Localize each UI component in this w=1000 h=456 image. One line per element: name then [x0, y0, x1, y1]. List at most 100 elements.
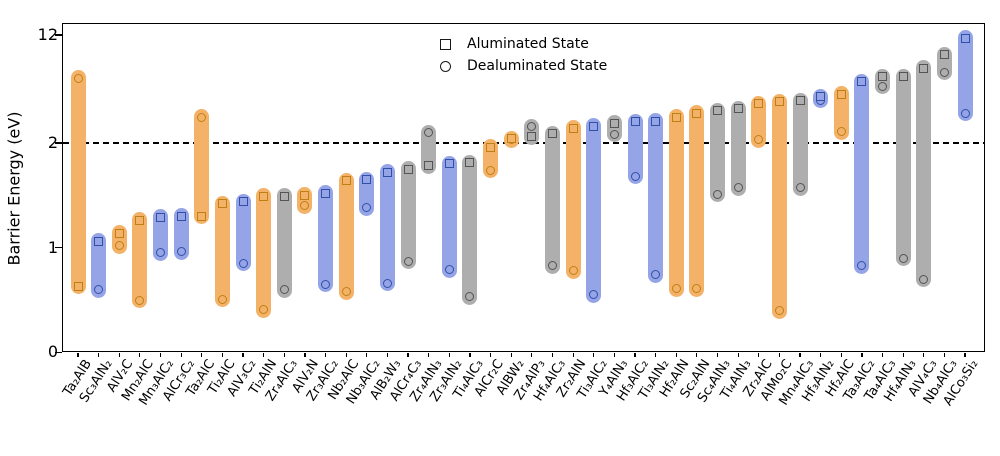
x-tick: [201, 352, 203, 357]
aluminated-marker: [135, 215, 145, 225]
aluminated-marker: [692, 108, 702, 118]
dealuminated-marker: [713, 189, 723, 199]
y-tick: [55, 247, 62, 249]
square-marker-icon: [440, 38, 451, 50]
dealuminated-marker: [795, 183, 805, 193]
y-tick-label: 2: [47, 133, 58, 152]
legend-row-aluminated: Aluminated State: [440, 33, 607, 55]
legend-label-dealuminated: Dealuminated State: [467, 58, 608, 74]
x-tick: [490, 352, 492, 357]
dealuminated-marker: [857, 261, 867, 271]
bar: [792, 92, 808, 196]
bar: [854, 73, 870, 274]
bar: [462, 154, 478, 305]
dealuminated-marker: [259, 305, 269, 315]
x-tick: [510, 352, 512, 357]
aluminated-marker: [279, 191, 289, 201]
x-tick: [655, 352, 657, 357]
dealuminated-marker: [836, 127, 846, 137]
bar: [91, 233, 107, 298]
x-tick: [366, 352, 368, 357]
aluminated-marker: [424, 161, 434, 171]
x-tick: [283, 352, 285, 357]
bar: [70, 70, 86, 295]
x-tick: [881, 352, 884, 357]
y-tick-label: 0: [47, 342, 58, 361]
x-tick: [448, 352, 450, 357]
x-tick: [593, 352, 595, 357]
x-tick: [304, 352, 306, 357]
bar: [173, 208, 189, 260]
dealuminated-marker: [176, 247, 186, 257]
x-tick: [716, 352, 719, 357]
x-tick: [428, 352, 430, 357]
aluminated-marker: [939, 50, 949, 60]
x-tick: [758, 352, 760, 357]
y-tick: [55, 34, 62, 36]
aluminated-marker: [94, 236, 104, 246]
x-tick: [345, 352, 347, 357]
dealuminated-marker: [321, 279, 331, 289]
dealuminated-marker: [114, 241, 124, 251]
dealuminated-marker: [671, 284, 681, 294]
aluminated-marker: [486, 142, 496, 152]
bar: [338, 172, 354, 300]
x-tick: [737, 352, 739, 357]
dealuminated-marker: [547, 261, 557, 271]
aluminated-marker: [403, 164, 413, 174]
dealuminated-marker: [589, 290, 599, 300]
aluminated-marker: [465, 158, 475, 168]
dealuminated-marker: [630, 171, 640, 181]
aluminated-marker: [217, 199, 227, 209]
x-tick: [799, 352, 801, 357]
aluminated-marker: [919, 63, 929, 73]
bar: [833, 86, 849, 140]
bar: [132, 212, 148, 309]
x-tick: [923, 352, 925, 357]
aluminated-marker: [754, 99, 764, 109]
x-tick: [159, 352, 162, 357]
y-axis-label: Barrier Energy (eV): [4, 111, 24, 266]
circle-marker-icon: [440, 60, 451, 72]
bar: [648, 113, 664, 283]
dealuminated-marker: [692, 284, 702, 294]
x-tick: [696, 352, 698, 357]
aluminated-marker: [836, 89, 846, 99]
aluminated-marker: [259, 191, 269, 201]
aluminated-marker: [321, 188, 331, 198]
x-tick: [634, 352, 636, 357]
threshold-line: [63, 142, 984, 144]
dealuminated-marker: [774, 306, 784, 316]
bar: [276, 188, 292, 298]
x-tick: [324, 352, 327, 357]
y-tick-label: 12: [37, 25, 58, 44]
x-tick: [118, 352, 120, 357]
x-tick: [613, 352, 615, 357]
x-tick: [902, 352, 904, 357]
legend-label-aluminated: Aluminated State: [467, 36, 589, 52]
aluminated-marker: [176, 211, 186, 221]
x-tick: [964, 352, 966, 357]
dealuminated-marker: [527, 122, 537, 132]
dealuminated-marker: [919, 274, 929, 284]
aluminated-marker: [857, 77, 867, 87]
dealuminated-marker: [135, 295, 145, 305]
x-tick: [98, 352, 100, 357]
x-tick: [242, 352, 244, 357]
y-tick: [55, 142, 62, 144]
dealuminated-marker: [651, 270, 661, 280]
x-tick: [386, 352, 389, 357]
dealuminated-marker: [382, 278, 392, 288]
bar: [235, 193, 251, 272]
dealuminated-marker: [424, 128, 434, 138]
x-tick: [469, 352, 471, 357]
bar: [214, 195, 230, 308]
dealuminated-marker: [960, 108, 970, 118]
aluminated-marker: [73, 281, 83, 291]
y-tick: [55, 351, 62, 354]
dealuminated-marker: [197, 112, 207, 122]
x-tick: [221, 352, 223, 357]
dealuminated-marker: [733, 183, 743, 193]
dealuminated-marker: [486, 165, 496, 175]
